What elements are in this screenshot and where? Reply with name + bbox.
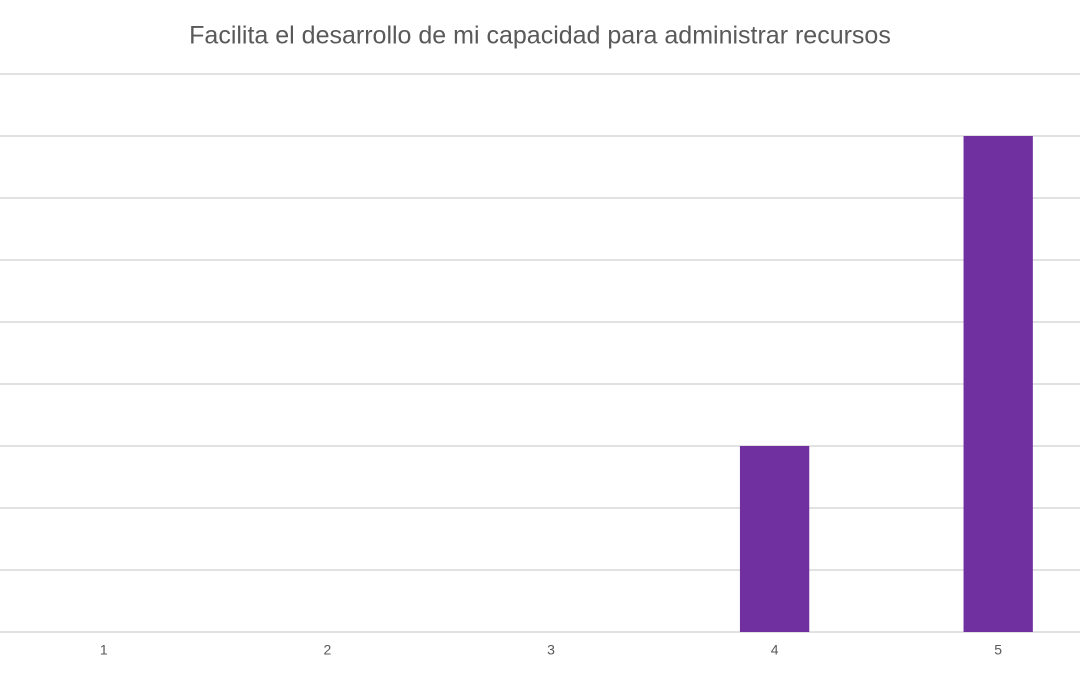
x-tick-label: 1 [100,642,108,658]
x-tick-label: 4 [771,642,779,658]
x-tick-label: 5 [994,642,1002,658]
x-tick-label: 2 [324,642,332,658]
bar [739,446,810,632]
x-tick-label: 3 [547,642,555,658]
chart-title: Facilita el desarrollo de mi capacidad p… [189,22,891,50]
bar [963,136,1033,632]
